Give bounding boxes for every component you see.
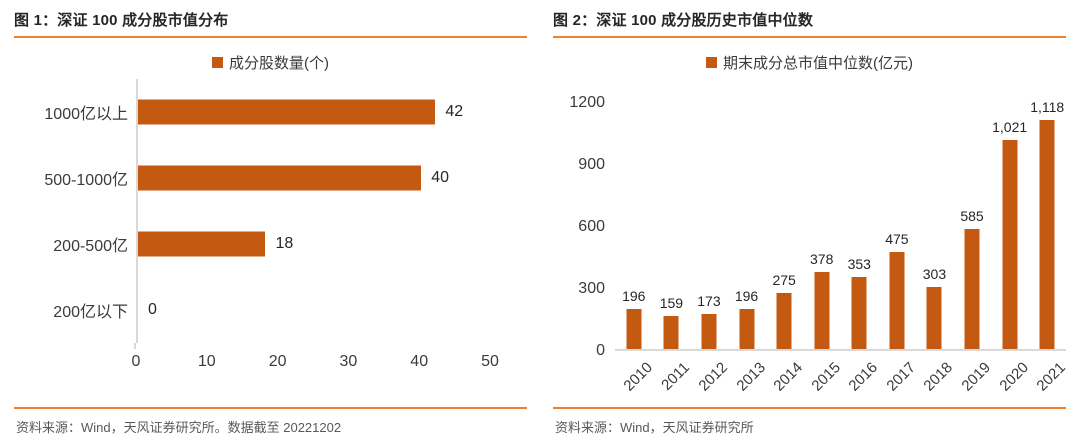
value-label: 1,021 bbox=[992, 118, 1028, 135]
x-tick-label: 2017 bbox=[883, 359, 919, 395]
figure2-footer: 资料来源：Wind，天风证券研究所 bbox=[553, 407, 1066, 436]
bar bbox=[1002, 139, 1018, 349]
bar bbox=[814, 271, 830, 349]
figure2-legend: 期末成分总市值中位数(亿元) bbox=[553, 52, 1066, 73]
value-label: 173 bbox=[697, 292, 721, 309]
bar bbox=[739, 308, 755, 349]
hbar-row: 200亿以下 0 bbox=[53, 277, 527, 343]
bar bbox=[889, 251, 905, 349]
value-label: 475 bbox=[885, 230, 909, 247]
figure1-title: 图 1：深证 100 成分股市值分布 bbox=[14, 12, 229, 29]
bar bbox=[138, 99, 436, 125]
bar bbox=[663, 316, 679, 349]
legend-swatch-icon bbox=[706, 57, 717, 68]
hbar-row: 1000亿以上 42 bbox=[44, 79, 527, 145]
value-label: 585 bbox=[960, 208, 984, 225]
value-label: 275 bbox=[772, 271, 796, 288]
x-tick-label: 2015 bbox=[808, 359, 844, 395]
hbar-row: 200-500亿 18 bbox=[53, 211, 527, 277]
figure2-plot-wrap: 196 159 173 196 275 378 353 475 303 585 1,021 1,118… bbox=[615, 99, 1069, 403]
x-tick-label: 2018 bbox=[920, 359, 957, 395]
y-tick-label: 0 bbox=[596, 342, 605, 359]
figure2-source: 资料来源：Wind，天风证券研究所 bbox=[555, 420, 754, 435]
hbar-row: 500-1000亿 40 bbox=[44, 145, 527, 211]
y-tick-label: 900 bbox=[578, 156, 605, 173]
hbar-rows: 1000亿以上 42 500-1000亿 40 200-500亿 18 200亿以下 0 bbox=[44, 79, 527, 343]
figure1-source: 资料来源：Wind，天风证券研究所。数据截至 20221202 bbox=[16, 420, 342, 435]
bar bbox=[851, 276, 867, 349]
figure1-legend: 成分股数量(个) bbox=[14, 52, 527, 73]
category-label: 500-1000亿 bbox=[44, 172, 128, 189]
figure1-x-axis: 0 10 20 30 40 50 bbox=[132, 343, 499, 373]
y-tick-label: 300 bbox=[578, 280, 605, 297]
x-tick-label: 2014 bbox=[770, 359, 807, 395]
x-tick-label: 2010 bbox=[620, 359, 656, 395]
category-label: 1000亿以上 bbox=[44, 106, 128, 123]
x-tick-label: 2019 bbox=[958, 359, 995, 395]
figure2-legend-label: 期末成分总市值中位数(亿元) bbox=[723, 55, 913, 72]
value-label: 353 bbox=[847, 255, 871, 272]
value-label: 303 bbox=[922, 265, 947, 282]
x-tick-label: 20 bbox=[268, 353, 287, 370]
x-axis-tick-mark bbox=[134, 343, 136, 349]
legend-swatch-icon bbox=[212, 57, 223, 68]
figure2-title: 图 2：深证 100 成分股历史市值中位数 bbox=[553, 12, 814, 29]
bar bbox=[1039, 119, 1055, 349]
value-label: 42 bbox=[445, 103, 464, 120]
x-tick-label: 2020 bbox=[996, 359, 1032, 395]
figure1-bottom-rule bbox=[14, 407, 527, 409]
x-tick-label: 40 bbox=[410, 353, 429, 370]
value-label: 1,118 bbox=[1030, 98, 1065, 115]
category-label: 200亿以下 bbox=[53, 304, 128, 321]
value-label: 196 bbox=[622, 287, 646, 304]
bar bbox=[926, 286, 942, 349]
figure2-panel: 图 2：深证 100 成分股历史市值中位数 期末成分总市值中位数(亿元) 0 30… bbox=[553, 0, 1069, 436]
figure2-top-rule bbox=[553, 36, 1066, 38]
bar-track: 40 bbox=[138, 145, 492, 211]
value-label: 18 bbox=[275, 235, 294, 252]
x-tick-label: 2016 bbox=[845, 359, 882, 395]
figure1-footer: 资料来源：Wind，天风证券研究所。数据截至 20221202 bbox=[14, 407, 527, 436]
x-tick-label: 2012 bbox=[695, 359, 731, 395]
value-label: 159 bbox=[659, 295, 684, 312]
bar-track: 0 bbox=[138, 277, 492, 343]
figure2-plot-area: 196 159 173 196 275 378 353 475 303 585 1,021 1,118 bbox=[615, 99, 1066, 351]
figure1-legend-label: 成分股数量(个) bbox=[229, 55, 329, 72]
x-tick-label: 2021 bbox=[1033, 359, 1070, 395]
category-label: 200-500亿 bbox=[53, 238, 128, 255]
figure1-top-rule bbox=[14, 36, 527, 38]
y-tick-label: 1200 bbox=[569, 94, 605, 111]
bar bbox=[138, 231, 266, 257]
value-label: 378 bbox=[810, 250, 834, 267]
value-label: 0 bbox=[148, 301, 157, 318]
value-label: 196 bbox=[734, 287, 759, 304]
figure2-x-axis: 2010 2011 2012 2013 2014 2015 2016 2017 2018 2019… bbox=[615, 351, 1069, 403]
x-tick-label: 2011 bbox=[658, 359, 694, 394]
x-tick-label: 30 bbox=[339, 353, 358, 370]
figure2-chart: 0 300 600 900 1200 196 159 173 196 275 378 353 475 3… bbox=[553, 94, 1069, 403]
value-label: 40 bbox=[431, 169, 449, 186]
bar bbox=[138, 165, 422, 191]
bar bbox=[701, 313, 717, 349]
bar bbox=[626, 308, 642, 349]
x-tick-label: 50 bbox=[481, 353, 499, 370]
x-tick-label: 2013 bbox=[732, 359, 769, 395]
figure2-y-axis: 0 300 600 900 1200 bbox=[553, 94, 615, 359]
figure1-panel: 图 1：深证 100 成分股市值分布 成分股数量(个) 1000亿以上 42 500… bbox=[14, 0, 527, 436]
x-tick-label: 10 bbox=[197, 353, 216, 370]
bar bbox=[776, 292, 792, 349]
y-tick-label: 600 bbox=[578, 218, 605, 235]
figure2-bottom-rule bbox=[553, 407, 1066, 409]
bar-track: 18 bbox=[138, 211, 492, 277]
bar-track: 42 bbox=[138, 79, 492, 145]
bar bbox=[964, 229, 980, 349]
x-tick-label: 0 bbox=[131, 353, 141, 370]
